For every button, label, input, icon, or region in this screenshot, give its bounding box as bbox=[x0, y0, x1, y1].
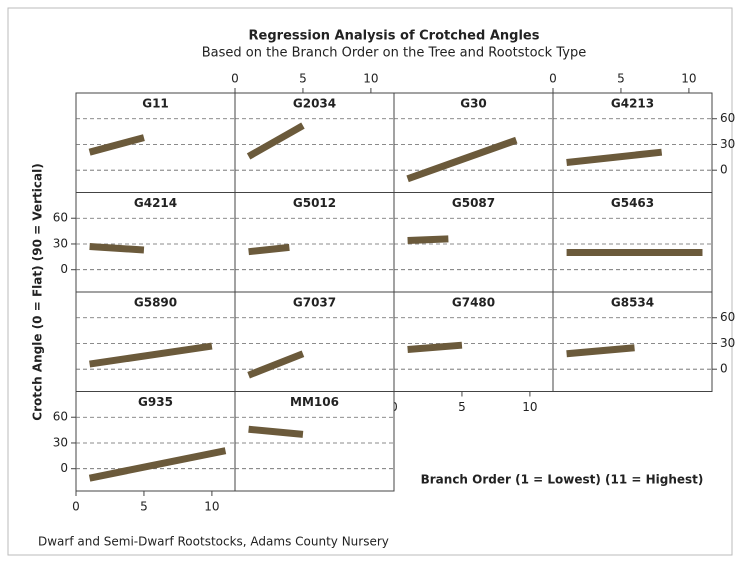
regression-line bbox=[407, 235, 449, 245]
panel bbox=[234, 391, 395, 492]
x-tick-label: 10 bbox=[522, 400, 537, 414]
panel-title: G2034 bbox=[293, 97, 336, 111]
x-tick-label: 10 bbox=[363, 72, 378, 86]
y-tick-label: 30 bbox=[53, 236, 68, 250]
panel-title: G5463 bbox=[611, 196, 654, 210]
regression-line bbox=[407, 341, 463, 353]
regression-line bbox=[246, 122, 305, 160]
x-tick-label: 0 bbox=[231, 72, 239, 86]
regression-line bbox=[247, 350, 305, 379]
regression-line bbox=[406, 136, 518, 183]
regression-line bbox=[566, 148, 663, 166]
panel bbox=[393, 291, 554, 392]
panel-title: G5087 bbox=[452, 196, 495, 210]
y-tick-label: 30 bbox=[53, 435, 68, 449]
panel bbox=[75, 192, 236, 293]
panel-title: G4213 bbox=[611, 97, 654, 111]
x-tick-label: 5 bbox=[458, 400, 466, 414]
y-tick-label: 60 bbox=[720, 310, 735, 324]
panel-title: G935 bbox=[138, 395, 173, 409]
panel-title: G30 bbox=[460, 97, 487, 111]
panel-title: G8534 bbox=[611, 296, 654, 310]
chart-subtitle: Based on the Branch Order on the Tree an… bbox=[202, 46, 586, 61]
chart-title: Regression Analysis of Crotched Angles bbox=[249, 29, 540, 44]
x-tick-label: 5 bbox=[140, 500, 148, 514]
y-axis-label: Crotch Angle (0 = Flat) (90 = Vertical) bbox=[31, 163, 45, 420]
y-tick-label: 60 bbox=[720, 111, 735, 125]
regression-line bbox=[88, 447, 227, 482]
regression-line bbox=[88, 134, 145, 156]
y-tick-label: 0 bbox=[720, 163, 728, 177]
y-tick-label: 30 bbox=[720, 336, 735, 350]
y-tick-label: 60 bbox=[53, 211, 68, 225]
panel bbox=[234, 92, 395, 193]
x-axis-label: Branch Order (1 = Lowest) (11 = Highest) bbox=[421, 473, 704, 487]
x-tick-label: 5 bbox=[617, 72, 625, 86]
regression-line bbox=[248, 425, 304, 438]
panel-title: G7037 bbox=[293, 296, 336, 310]
y-tick-label: 30 bbox=[720, 137, 735, 151]
regression-line bbox=[566, 344, 635, 358]
panel-title: G4214 bbox=[134, 196, 177, 210]
regression-line bbox=[89, 342, 213, 368]
regression-line bbox=[248, 243, 290, 256]
panel-title: G11 bbox=[142, 97, 169, 111]
x-tick-label: 10 bbox=[681, 72, 696, 86]
x-tick-label: 0 bbox=[72, 500, 80, 514]
x-tick-label: 0 bbox=[549, 72, 557, 86]
x-tick-label: 5 bbox=[299, 72, 307, 86]
panel bbox=[552, 291, 713, 392]
panel bbox=[75, 92, 236, 193]
panel-title: G5890 bbox=[134, 296, 177, 310]
panel-title: G7480 bbox=[452, 296, 495, 310]
panel-title: G5012 bbox=[293, 196, 336, 210]
panel bbox=[552, 192, 713, 293]
y-tick-label: 60 bbox=[53, 410, 68, 424]
y-tick-label: 0 bbox=[720, 362, 728, 376]
y-tick-label: 0 bbox=[60, 461, 68, 475]
footnote: Dwarf and Semi-Dwarf Rootstocks, Adams C… bbox=[38, 535, 389, 549]
x-tick-label: 10 bbox=[204, 500, 219, 514]
regression-line bbox=[89, 243, 145, 254]
panel-title: MM106 bbox=[290, 395, 339, 409]
y-tick-label: 0 bbox=[60, 262, 68, 276]
